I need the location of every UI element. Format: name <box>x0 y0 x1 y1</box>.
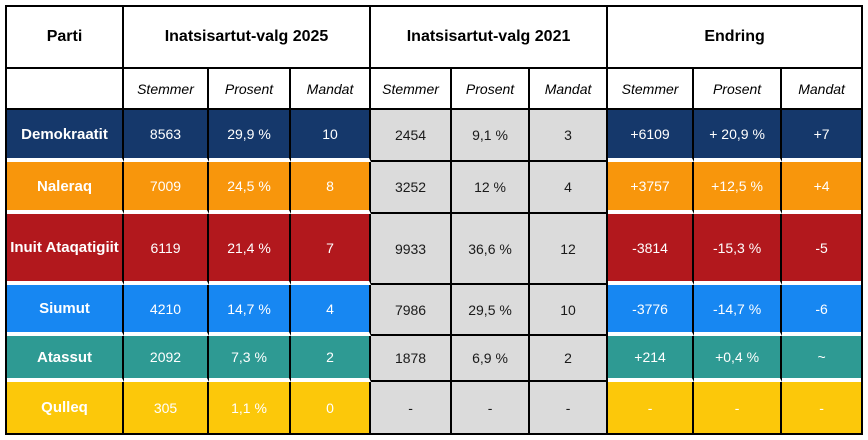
cell-endring-prosent: + 20,9 % <box>694 110 783 162</box>
cell-2025-mandat: 0 <box>291 382 372 433</box>
cell-endring-stemmer: -3814 <box>608 214 695 285</box>
header-parti: Parti <box>7 7 124 69</box>
cell-2025-stemmer: 8563 <box>124 110 209 162</box>
header-parti-spacer <box>7 69 124 110</box>
cell-2025-prosent: 7,3 % <box>209 336 291 382</box>
cell-endring-mandat: - <box>782 382 862 433</box>
table-row-siumut: Siumut 4210 14,7 % 4 7986 29,5 % 10 -377… <box>7 285 862 336</box>
cell-2021-mandat: 2 <box>530 336 609 382</box>
cell-2021-prosent: 9,1 % <box>452 110 531 162</box>
cell-2021-mandat: 3 <box>530 110 609 162</box>
cell-2025-prosent: 29,9 % <box>209 110 291 162</box>
cell-2025-mandat: 4 <box>291 285 372 336</box>
cell-2025-stemmer: 6119 <box>124 214 209 285</box>
subheader-mandat-2025: Mandat <box>291 69 372 110</box>
subheader-mandat-endring: Mandat <box>782 69 862 110</box>
subheader-prosent-2021: Prosent <box>452 69 531 110</box>
cell-2021-prosent: 36,6 % <box>452 214 531 285</box>
table-row-inuit-ataqatigiit: Inuit Ataqatigiit 6119 21,4 % 7 9933 36,… <box>7 214 862 285</box>
subheader-stemmer-2025: Stemmer <box>124 69 209 110</box>
cell-2025-mandat: 7 <box>291 214 372 285</box>
cell-endring-stemmer: +214 <box>608 336 695 382</box>
cell-endring-stemmer: +3757 <box>608 162 695 214</box>
cell-endring-mandat: -6 <box>782 285 862 336</box>
subheader-prosent-endring: Prosent <box>694 69 783 110</box>
cell-2021-mandat: - <box>530 382 609 433</box>
cell-2021-mandat: 12 <box>530 214 609 285</box>
subheader-stemmer-endring: Stemmer <box>608 69 695 110</box>
party-name-cell: Atassut <box>7 336 124 382</box>
party-name-cell: Naleraq <box>7 162 124 214</box>
cell-2021-mandat: 10 <box>530 285 609 336</box>
header-group-valg-2025: Inatsisartut-valg 2025 <box>124 7 372 69</box>
party-name-cell: Demokraatit <box>7 110 124 162</box>
cell-2021-prosent: - <box>452 382 531 433</box>
cell-2021-stemmer: - <box>371 382 453 433</box>
cell-endring-prosent: -15,3 % <box>694 214 783 285</box>
cell-endring-mandat: ~ <box>782 336 862 382</box>
cell-2025-stemmer: 7009 <box>124 162 209 214</box>
cell-2025-mandat: 2 <box>291 336 372 382</box>
cell-2021-stemmer: 3252 <box>371 162 453 214</box>
table-row-demokraatit: Demokraatit 8563 29,9 % 10 2454 9,1 % 3 … <box>7 110 862 162</box>
cell-2025-prosent: 21,4 % <box>209 214 291 285</box>
cell-2021-stemmer: 1878 <box>371 336 453 382</box>
cell-2021-stemmer: 2454 <box>371 110 453 162</box>
cell-2025-stemmer: 305 <box>124 382 209 433</box>
cell-2025-prosent: 24,5 % <box>209 162 291 214</box>
cell-2021-mandat: 4 <box>530 162 609 214</box>
cell-endring-stemmer: - <box>608 382 695 433</box>
cell-endring-prosent: +12,5 % <box>694 162 783 214</box>
cell-2025-mandat: 8 <box>291 162 372 214</box>
cell-2025-mandat: 10 <box>291 110 372 162</box>
header-group-endring: Endring <box>608 7 862 69</box>
cell-2025-prosent: 1,1 % <box>209 382 291 433</box>
subheader-prosent-2025: Prosent <box>209 69 291 110</box>
subheader-mandat-2021: Mandat <box>530 69 609 110</box>
table-row-atassut: Atassut 2092 7,3 % 2 1878 6,9 % 2 +214 +… <box>7 336 862 382</box>
cell-endring-stemmer: -3776 <box>608 285 695 336</box>
subheader-stemmer-2021: Stemmer <box>371 69 453 110</box>
table-row-qulleq: Qulleq 305 1,1 % 0 - - - - - - <box>7 382 862 433</box>
cell-endring-stemmer: +6109 <box>608 110 695 162</box>
election-results-table: Parti Inatsisartut-valg 2025 Inatsisartu… <box>7 7 862 433</box>
cell-endring-mandat: +4 <box>782 162 862 214</box>
cell-endring-prosent: - <box>694 382 783 433</box>
header-row-groups: Parti Inatsisartut-valg 2025 Inatsisartu… <box>7 7 862 69</box>
party-name-cell: Inuit Ataqatigiit <box>7 214 124 285</box>
election-results-table-wrapper: Parti Inatsisartut-valg 2025 Inatsisartu… <box>5 5 863 435</box>
party-name-cell: Siumut <box>7 285 124 336</box>
cell-2025-stemmer: 4210 <box>124 285 209 336</box>
cell-2025-prosent: 14,7 % <box>209 285 291 336</box>
cell-2021-prosent: 29,5 % <box>452 285 531 336</box>
cell-endring-prosent: +0,4 % <box>694 336 783 382</box>
cell-2021-stemmer: 9933 <box>371 214 453 285</box>
cell-endring-prosent: -14,7 % <box>694 285 783 336</box>
cell-2021-stemmer: 7986 <box>371 285 453 336</box>
party-name-cell: Qulleq <box>7 382 124 433</box>
header-group-valg-2021: Inatsisartut-valg 2021 <box>371 7 609 69</box>
header-row-subheaders: Stemmer Prosent Mandat Stemmer Prosent M… <box>7 69 862 110</box>
table-row-naleraq: Naleraq 7009 24,5 % 8 3252 12 % 4 +3757 … <box>7 162 862 214</box>
cell-endring-mandat: +7 <box>782 110 862 162</box>
cell-2021-prosent: 12 % <box>452 162 531 214</box>
cell-endring-mandat: -5 <box>782 214 862 285</box>
cell-2025-stemmer: 2092 <box>124 336 209 382</box>
cell-2021-prosent: 6,9 % <box>452 336 531 382</box>
